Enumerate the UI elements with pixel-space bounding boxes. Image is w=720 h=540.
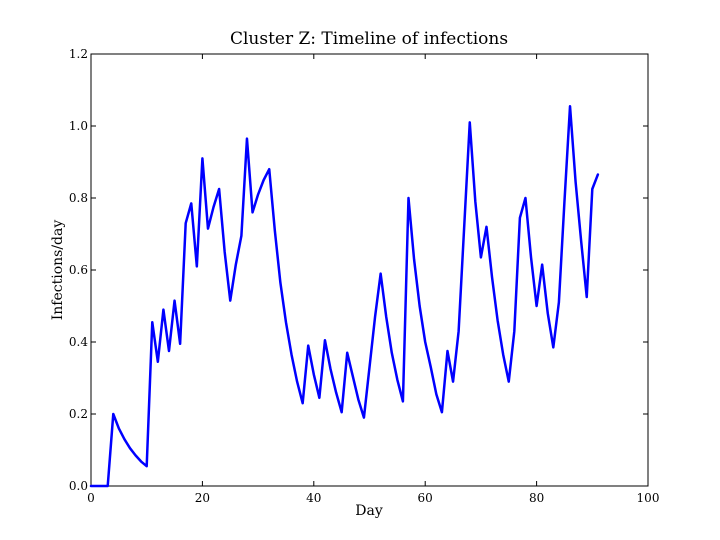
plot-area-frame — [90, 53, 649, 487]
x-tick-label: 60 — [418, 491, 433, 505]
y-tick-label: 0.6 — [69, 263, 88, 277]
x-tick-label: 20 — [195, 491, 210, 505]
y-axis-label: Infections/day — [50, 220, 66, 321]
y-tick-label: 0.2 — [69, 407, 88, 421]
x-tick-label: 0 — [87, 491, 95, 505]
chart-title: Cluster Z: Timeline of infections — [230, 29, 508, 49]
x-axis-ticks: 0 20 40 60 80 100 — [87, 54, 659, 505]
y-tick-label: 0.8 — [69, 191, 88, 205]
y-tick-label: 1.2 — [69, 47, 88, 61]
x-axis-label: Day — [355, 503, 383, 519]
x-tick-label: 100 — [637, 491, 660, 505]
y-tick-label: 0.0 — [69, 479, 88, 493]
x-tick-label: 80 — [529, 491, 544, 505]
y-tick-label: 0.4 — [69, 335, 88, 349]
y-tick-label: 1.0 — [69, 119, 88, 133]
series-line — [89, 104, 600, 488]
x-tick-label: 40 — [306, 491, 321, 505]
